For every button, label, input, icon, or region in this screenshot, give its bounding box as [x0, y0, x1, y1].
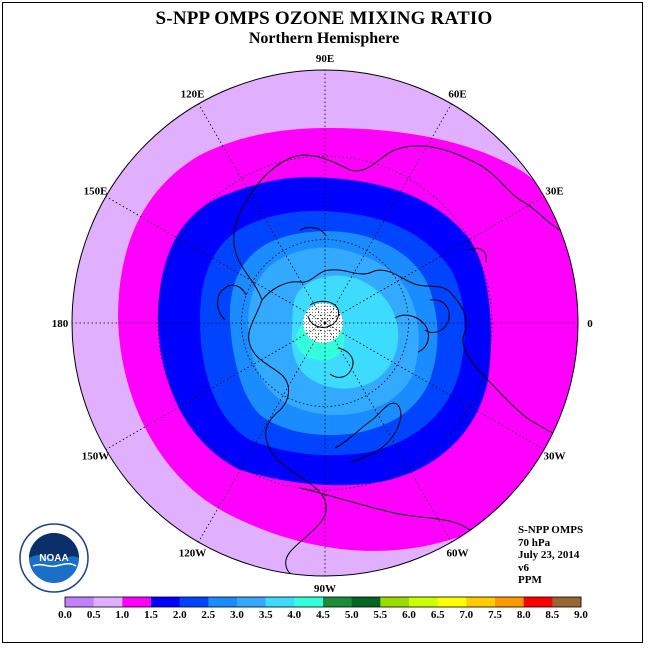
longitude-label: 60W: [447, 548, 469, 560]
info-units: PPM: [518, 574, 542, 586]
latitude-circle: [157, 155, 493, 491]
longitude-label: 60E: [448, 89, 466, 101]
latitude-circle: [241, 239, 409, 407]
map-frame: [2, 2, 643, 643]
noaa-logo: NOAA: [18, 522, 90, 594]
longitude-label: 30E: [545, 186, 563, 198]
graticule: [72, 70, 578, 576]
info-version: v6: [518, 561, 529, 574]
longitude-label: 90E: [316, 53, 334, 65]
no-data-pole: [303, 303, 343, 343]
info-instrument: S-NPP OMPS: [518, 524, 584, 536]
longitude-label: 180: [52, 318, 69, 330]
longitude-label: 0: [587, 318, 593, 330]
info-block: S-NPP OMPS 70 hPa July 23, 2014 v6 PPM: [518, 524, 583, 587]
longitude-label: 120W: [179, 548, 207, 560]
svg-text:NOAA: NOAA: [39, 553, 68, 564]
longitude-label: 150W: [82, 451, 110, 463]
longitude-labels: 90E 60E 30E 0 30W 60W 90W 120W 150W 180 150E 120E: [52, 53, 594, 595]
longitude-label: 30W: [544, 451, 566, 463]
noaa-emblem-icon: NOAA: [19, 523, 89, 593]
longitude-label: 150E: [84, 186, 108, 198]
map-title: S-NPP OMPS OZONE MIXING RATIO: [155, 8, 493, 29]
info-level: 70 hPa: [518, 536, 551, 549]
longitude-label: 90W: [314, 583, 336, 595]
map-subtitle: Northern Hemisphere: [248, 30, 400, 47]
info-date: July 23, 2014: [518, 549, 580, 561]
longitude-label: 120E: [181, 89, 205, 101]
